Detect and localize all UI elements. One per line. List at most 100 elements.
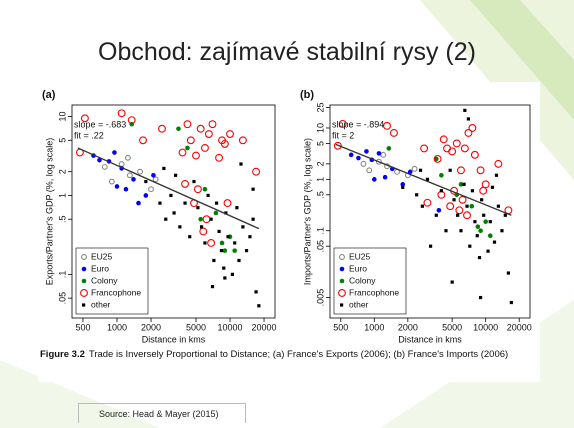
y-tick-label: .5 (57, 215, 67, 223)
x-tick-label: 20000 (507, 322, 532, 332)
point (248, 235, 252, 239)
point (162, 166, 166, 171)
point (164, 217, 168, 221)
point (208, 120, 217, 129)
point (169, 193, 173, 198)
point (219, 240, 225, 246)
point (386, 146, 392, 151)
point (212, 258, 216, 263)
x-tick-label: 2000 (141, 322, 161, 332)
point (213, 210, 219, 216)
point (178, 225, 182, 229)
x-tick-label: 20000 (252, 322, 277, 332)
point (477, 255, 482, 260)
point (444, 229, 448, 233)
y-tick-label: 1 (315, 177, 325, 182)
point (407, 169, 413, 175)
y-axis-label: Exports/Partner's GDP (%, log scale) (44, 138, 54, 286)
point (452, 198, 456, 202)
point (433, 154, 442, 163)
legend-marker (81, 266, 87, 272)
legend-label: Colony (91, 275, 118, 285)
point (478, 295, 483, 300)
point (220, 139, 229, 148)
point (209, 217, 213, 221)
point (448, 168, 452, 172)
point (223, 276, 227, 280)
point (439, 135, 448, 144)
point (463, 211, 471, 220)
point (333, 141, 342, 150)
point (434, 213, 438, 217)
point (80, 114, 89, 123)
x-tick-label: 10000 (218, 322, 243, 332)
point (126, 172, 133, 179)
annotation: fit = .22 (74, 130, 104, 140)
point (241, 225, 245, 229)
point (338, 119, 347, 128)
x-tick-label: 1000 (107, 322, 127, 332)
point (196, 206, 200, 210)
point (366, 167, 373, 174)
y-tick-label: .5 (315, 191, 325, 199)
point (117, 109, 126, 118)
point (206, 193, 210, 198)
point (466, 117, 471, 121)
point (193, 185, 202, 194)
point (198, 216, 203, 222)
point (375, 158, 382, 165)
x-tick-label: 5000 (186, 322, 206, 332)
y-tick-label: 5 (315, 141, 325, 146)
annotation: fit = 2 (332, 130, 354, 140)
legend-label: Francophone (349, 287, 399, 297)
point (503, 213, 507, 217)
x-tick-label: 2000 (398, 322, 418, 332)
point (235, 206, 239, 210)
point (200, 143, 209, 152)
point (210, 284, 215, 289)
point (204, 130, 213, 138)
x-tick-label: 500 (333, 322, 348, 332)
point (423, 198, 432, 207)
caption-label: Figure 3.2 (40, 349, 85, 360)
y-tick-label: 1 (57, 193, 67, 198)
point (452, 139, 461, 148)
point (151, 173, 156, 178)
point (439, 189, 443, 193)
point (433, 156, 439, 162)
point (463, 108, 467, 112)
point (490, 185, 495, 189)
annotation: slope = -.683 (74, 119, 126, 129)
y-tick-label: .1 (315, 227, 325, 235)
point (172, 211, 176, 215)
legend-label: Colony (349, 275, 376, 285)
point (192, 179, 196, 184)
point (131, 177, 136, 182)
point (219, 249, 224, 253)
point (143, 193, 149, 198)
legend-marker (339, 266, 345, 272)
point (148, 186, 154, 193)
legend-box (333, 247, 407, 315)
y-tick-label: 2 (57, 169, 67, 174)
point (383, 121, 391, 130)
point (183, 201, 187, 205)
point (348, 152, 354, 158)
point (223, 199, 232, 208)
legend-label: other (349, 299, 369, 309)
point (458, 182, 464, 187)
point (207, 239, 216, 247)
point (233, 241, 237, 245)
point (488, 220, 492, 224)
y-tick-label: 5 (57, 138, 67, 143)
point (469, 203, 475, 209)
fit-line (335, 143, 512, 216)
y-tick-label: 2 (315, 161, 325, 166)
y-tick-label: .05 (315, 240, 325, 253)
point (494, 173, 499, 177)
legend-label: Euro (91, 263, 109, 273)
panel-label: (b) (300, 89, 314, 101)
